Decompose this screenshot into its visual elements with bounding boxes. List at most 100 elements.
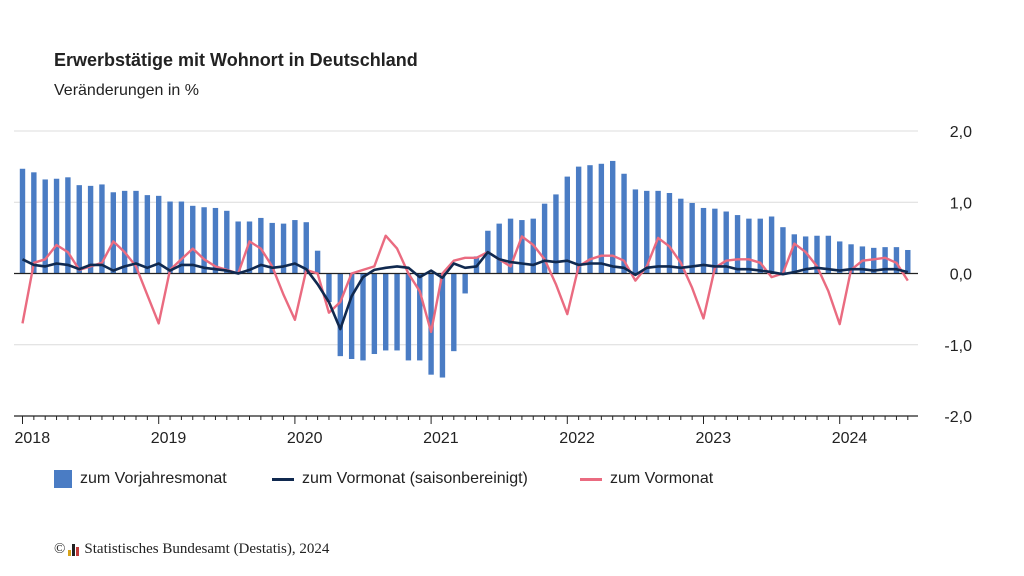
bar xyxy=(371,273,378,355)
bar xyxy=(610,160,616,274)
bar xyxy=(644,190,650,274)
bar xyxy=(258,217,264,274)
bar xyxy=(76,185,82,274)
bar xyxy=(65,177,71,274)
legend-label-sa-line: zum Vormonat (saisonbereinigt) xyxy=(302,470,528,487)
bar xyxy=(42,179,48,274)
x-tick-label: 2020 xyxy=(287,430,323,447)
bar xyxy=(190,205,196,274)
x-tick-label: 2023 xyxy=(696,430,732,447)
bar xyxy=(632,189,639,274)
bar xyxy=(87,185,94,274)
y-tick-label: 0,0 xyxy=(950,267,972,284)
bar xyxy=(825,235,832,274)
bar xyxy=(746,218,752,274)
y-tick-label: 2,0 xyxy=(950,124,972,141)
bar xyxy=(541,203,548,274)
bar xyxy=(31,172,37,274)
bar xyxy=(451,273,457,352)
x-tick-label: 2022 xyxy=(559,430,595,447)
destatis-logo-icon xyxy=(68,543,80,556)
chart-subtitle: Veränderungen in % xyxy=(54,82,199,99)
bar xyxy=(144,195,151,274)
y-tick-label: -1,0 xyxy=(944,338,972,355)
bar xyxy=(712,208,718,274)
bar xyxy=(201,207,207,274)
copyright-symbol: © xyxy=(54,541,66,557)
bar xyxy=(337,273,343,357)
bar xyxy=(768,216,775,274)
bar xyxy=(871,247,877,274)
bar xyxy=(383,273,389,351)
bar xyxy=(246,221,253,274)
bar xyxy=(133,190,139,274)
source-text: Statistisches Bundesamt (Destatis), 2024 xyxy=(84,541,330,557)
x-tick-label: 2021 xyxy=(423,430,459,447)
bar xyxy=(791,234,797,274)
bar xyxy=(167,201,173,274)
x-axis: 2018 2019 2020 2021 2022 2023 2024 xyxy=(14,415,918,447)
bar xyxy=(496,223,502,274)
bar xyxy=(314,250,321,274)
bar xyxy=(292,220,298,274)
bar xyxy=(553,194,559,274)
bar xyxy=(780,227,786,274)
bar-series xyxy=(19,160,911,378)
bar xyxy=(360,273,366,361)
bar xyxy=(893,247,900,274)
bar xyxy=(666,192,673,274)
legend-swatch-bars xyxy=(54,470,72,488)
bar xyxy=(462,273,468,294)
bar xyxy=(587,165,593,274)
bar xyxy=(224,210,230,274)
legend-swatch-mom-line xyxy=(580,477,602,481)
bar xyxy=(110,192,116,274)
legend-swatch-sa-line xyxy=(272,477,294,481)
bar xyxy=(439,273,446,378)
bar xyxy=(394,273,400,351)
bar xyxy=(348,273,355,359)
y-axis-labels: 2,0 1,0 0,0 -1,0 -2,0 xyxy=(944,124,972,426)
y-tick-label: 1,0 xyxy=(950,195,972,212)
bar xyxy=(837,241,843,274)
bar xyxy=(621,173,627,274)
sa-line xyxy=(21,250,909,331)
y-tick-label: -2,0 xyxy=(944,409,972,426)
bar xyxy=(405,273,412,361)
bar xyxy=(235,221,241,274)
bar xyxy=(678,198,684,274)
bar xyxy=(53,178,60,274)
bar xyxy=(575,166,582,274)
legend-label-bars: zum Vorjahresmonat xyxy=(80,470,227,487)
bar xyxy=(280,223,287,274)
x-tick-label: 2018 xyxy=(15,430,51,447)
bar xyxy=(734,215,741,274)
bar xyxy=(802,236,809,274)
x-tick-label: 2024 xyxy=(832,430,868,447)
bar xyxy=(700,207,707,274)
bar xyxy=(564,176,570,274)
chart-title: Erwerbstätige mit Wohnort in Deutschland xyxy=(54,50,418,70)
bar xyxy=(519,220,525,274)
bar xyxy=(19,168,26,274)
bar xyxy=(121,190,128,274)
bar xyxy=(507,218,514,274)
legend-item-sa-line: zum Vormonat (saisonbereinigt) xyxy=(272,470,528,488)
bar xyxy=(814,235,820,274)
x-tick-label: 2019 xyxy=(151,430,187,447)
bar xyxy=(428,273,434,375)
legend-label-mom-line: zum Vormonat xyxy=(610,470,714,487)
bar xyxy=(905,249,911,274)
line-series xyxy=(21,234,909,334)
bar xyxy=(723,211,729,274)
bar xyxy=(99,184,105,274)
bar xyxy=(212,207,219,274)
bar xyxy=(882,247,888,274)
bar xyxy=(757,218,763,274)
legend-item-bars: zum Vorjahresmonat xyxy=(54,470,227,488)
bar xyxy=(156,195,162,274)
bar xyxy=(178,201,185,274)
bar xyxy=(326,273,332,302)
bar xyxy=(689,202,695,274)
